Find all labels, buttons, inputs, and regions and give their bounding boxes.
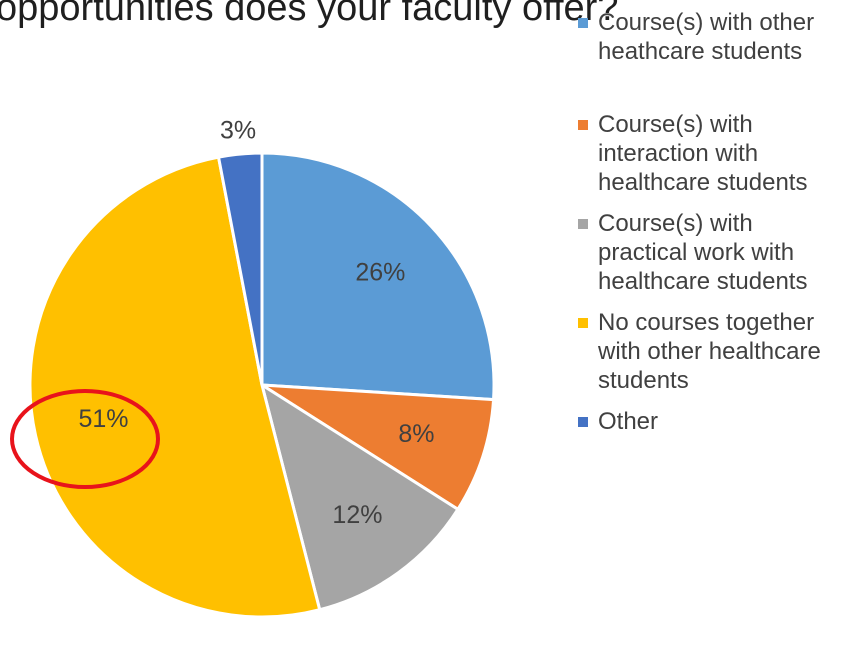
legend-item: Course(s) with interaction with healthca… <box>578 110 830 197</box>
data-label: 8% <box>398 420 434 448</box>
legend-label: Course(s) with other heathcare students <box>598 9 815 65</box>
highlight-ellipse <box>10 389 160 489</box>
data-label: 12% <box>332 501 382 529</box>
legend-item: Other <box>578 407 830 436</box>
legend-item: Course(s) with practical work with healt… <box>578 209 830 296</box>
legend-label: No courses together with other healthcar… <box>598 309 821 394</box>
legend-swatch <box>578 120 588 130</box>
chart-title: opportunities does your faculty offer? <box>0 0 618 29</box>
data-label: 51% <box>78 405 128 433</box>
legend-swatch <box>578 417 588 427</box>
legend-label: Course(s) with interaction with healthca… <box>598 111 808 196</box>
pie-slice <box>261 383 496 512</box>
legend-item: Course(s) with other heathcare students <box>578 8 830 66</box>
data-label: 26% <box>355 258 405 286</box>
legend-item: No courses together with other healthcar… <box>578 308 830 395</box>
legend-label: Course(s) with practical work with healt… <box>598 210 808 295</box>
pie-slice <box>260 151 496 402</box>
pie <box>28 151 496 619</box>
legend-swatch <box>578 18 588 28</box>
legend-swatch <box>578 219 588 229</box>
pie-slice <box>28 155 322 619</box>
legend-swatch <box>578 318 588 328</box>
pie-slice <box>216 151 264 386</box>
legend-label: Other <box>598 408 659 435</box>
pie-slice <box>259 381 460 612</box>
data-label: 3% <box>220 117 256 145</box>
legend: Course(s) with other heathcare students C… <box>578 8 853 436</box>
